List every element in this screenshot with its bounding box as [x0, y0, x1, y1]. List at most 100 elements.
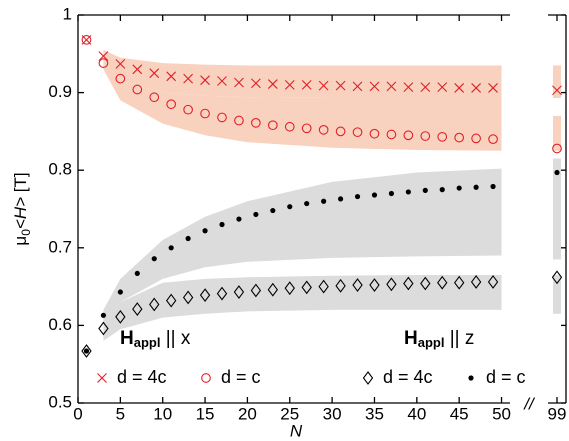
marker-circle: [369, 128, 380, 139]
diamond: [115, 309, 126, 324]
marker-circle: [420, 131, 431, 141]
legend-marker: [362, 371, 374, 385]
circle: [132, 84, 143, 95]
marker-dot: [134, 270, 140, 277]
marker-diamond: [216, 286, 228, 301]
marker-dot: [473, 184, 479, 190]
diamond: [199, 288, 211, 303]
dot: [473, 184, 479, 190]
dot: [134, 270, 140, 277]
cross-stroke: [200, 75, 210, 86]
circle: [201, 373, 211, 383]
marker-cross: [488, 83, 498, 93]
marker-circle: [352, 127, 363, 138]
marker-cross: [115, 58, 126, 69]
marker-diamond: [369, 278, 380, 292]
marker-dot: [100, 312, 107, 318]
marker-dot: [185, 235, 191, 242]
marker-cross: [386, 81, 397, 92]
marker-cross: [403, 82, 414, 93]
marker-diamond: [420, 276, 431, 291]
marker-diamond: [318, 279, 329, 294]
marker-circle: [386, 129, 397, 140]
cross-stroke: [149, 68, 160, 79]
cross-stroke: [267, 79, 278, 89]
legend-title-part: || x: [160, 328, 190, 349]
cross-stroke: [471, 83, 482, 93]
circle: [267, 120, 278, 131]
diamond: [420, 276, 431, 291]
marker-cross: [352, 81, 363, 92]
marker-diamond: [352, 278, 363, 292]
marker-circle: [183, 104, 193, 115]
marker-dot: [270, 207, 276, 214]
diamond: [132, 302, 143, 317]
marker-diamond: [335, 278, 346, 293]
legend-label: d = c: [221, 367, 261, 387]
marker-circle: [234, 115, 244, 126]
marker-dot: [554, 169, 560, 176]
marker-cross: [234, 77, 244, 88]
y-tick-label: 1: [63, 4, 72, 23]
marker-dot: [151, 256, 157, 262]
circle: [488, 134, 498, 145]
cross-stroke: [183, 73, 194, 84]
marker-dot: [354, 193, 361, 200]
marker-circle: [217, 112, 227, 123]
cross-stroke: [318, 80, 329, 91]
marker-dot: [236, 216, 242, 222]
cross-stroke: [403, 82, 414, 93]
marker-diamond: [182, 290, 194, 305]
marker-diamond: [470, 275, 482, 289]
dot: [456, 185, 462, 191]
marker-dot: [304, 200, 310, 207]
diamond: [437, 275, 448, 290]
legend-marker: [97, 373, 107, 383]
marker-dot: [321, 198, 327, 204]
marker-cross: [437, 82, 448, 93]
dot: [439, 187, 445, 193]
marker-circle: [166, 99, 177, 110]
dot: [117, 289, 123, 295]
cross-stroke: [488, 83, 498, 93]
y-tick-label: 0.6: [48, 315, 72, 334]
cross-stroke: [250, 78, 261, 89]
legend-marker: [201, 373, 211, 383]
marker-cross: [200, 75, 210, 86]
marker-dot: [83, 348, 90, 354]
legend-label: d = 4c: [117, 367, 167, 387]
cross-stroke: [454, 83, 465, 93]
x-tick-label: 25: [280, 404, 299, 423]
x-axis-title: N: [290, 421, 303, 440]
cross-stroke: [217, 76, 227, 86]
marker-diamond: [301, 280, 312, 295]
dot: [168, 245, 174, 251]
circle: [115, 73, 126, 84]
diamond: [250, 283, 262, 298]
legend-title-part: H: [404, 328, 418, 349]
band: [553, 115, 561, 151]
marker-circle: [200, 108, 210, 119]
marker-cross: [132, 64, 143, 75]
x-tick-label: 99: [548, 404, 567, 423]
marker-diamond: [132, 302, 143, 317]
circle: [552, 143, 562, 154]
cross-stroke: [552, 85, 562, 96]
marker-dot: [422, 187, 428, 193]
y-title-part: [T]: [11, 172, 30, 197]
marker-diamond: [149, 297, 160, 312]
diamond: [369, 278, 380, 292]
cross-stroke: [437, 82, 448, 93]
axis-break: //: [523, 394, 536, 413]
dot: [321, 198, 327, 204]
marker-circle: [403, 130, 414, 141]
marker-circle: [488, 134, 498, 145]
dot: [100, 312, 107, 318]
y-title-sub: 0: [19, 229, 33, 236]
x-tick-label: 40: [407, 404, 426, 423]
diamond: [81, 344, 92, 358]
dot: [236, 216, 242, 222]
legend-title-part: H: [120, 328, 134, 349]
diamond: [551, 270, 563, 285]
